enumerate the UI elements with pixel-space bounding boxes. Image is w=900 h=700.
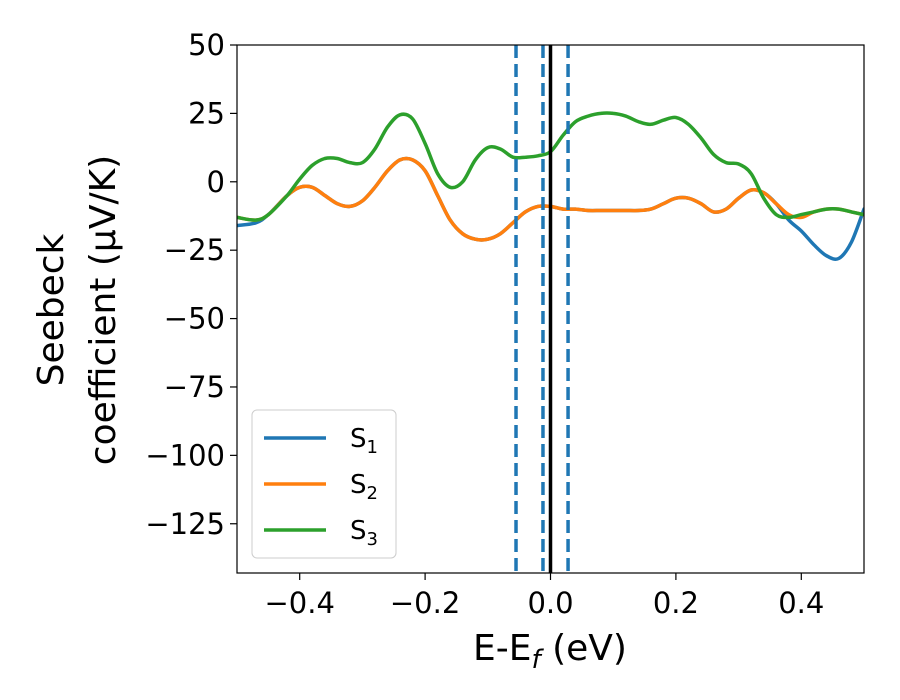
y-tick-label: 0	[207, 165, 225, 199]
x-tick-label: 0.4	[778, 586, 824, 620]
legend-label-s1: S1	[350, 424, 378, 458]
x-tick-label: 0.2	[653, 586, 699, 620]
y-tick-label: −50	[164, 302, 225, 336]
legend-label-s3: S3	[350, 516, 378, 550]
vertical-lines-layer	[514, 45, 570, 573]
x-ticks: −0.4 −0.2 0.0 0.2 0.4	[264, 573, 824, 620]
y-tick-label: −75	[164, 370, 225, 404]
legend-label-s2: S2	[350, 470, 378, 504]
series-layer	[237, 111, 864, 262]
x-tick-label: 0.0	[527, 586, 573, 620]
y-tick-label: −100	[145, 438, 225, 472]
legend: S1 S2 S3	[251, 409, 397, 559]
x-tick-label: −0.2	[390, 586, 460, 620]
y-tick-label: −125	[145, 507, 225, 541]
y-axis-label-line2: coefficient (μV/K)	[83, 155, 124, 465]
series-line-s2	[237, 156, 864, 242]
series-line-s3	[237, 111, 864, 222]
x-axis-label: E-Ef (eV)	[473, 628, 627, 675]
y-tick-label: 25	[188, 96, 225, 130]
y-ticks: 50 25 0 −25 −50 −75 −100 −125	[145, 28, 237, 541]
y-tick-label: −25	[164, 233, 225, 267]
plot-area	[236, 44, 865, 574]
y-tick-label: 50	[188, 28, 225, 62]
x-tick-label: −0.4	[264, 586, 334, 620]
y-axis-label-line1: Seebeck	[31, 233, 72, 386]
y-axis-label: Seebeck coefficient (μV/K)	[31, 155, 124, 465]
